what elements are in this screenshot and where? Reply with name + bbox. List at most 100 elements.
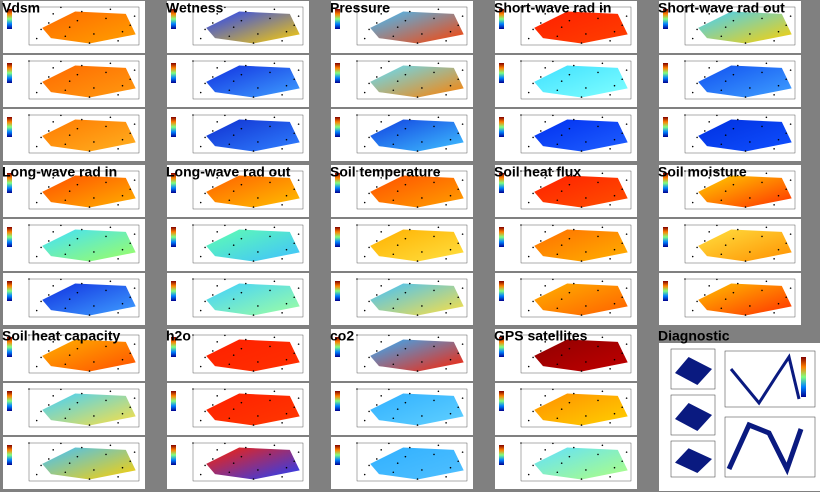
station	[409, 282, 411, 285]
panel-title: Pressure	[330, 0, 390, 16]
station	[285, 84, 288, 87]
map-area	[534, 447, 628, 480]
station	[204, 136, 206, 139]
map-area	[698, 119, 792, 152]
station	[724, 134, 727, 136]
station	[40, 410, 42, 413]
station	[216, 341, 218, 343]
station	[433, 17, 435, 20]
axes-box	[28, 170, 140, 210]
station	[40, 28, 42, 31]
station	[129, 460, 131, 463]
station	[88, 370, 91, 372]
station	[433, 345, 435, 348]
station	[573, 446, 575, 449]
station	[396, 298, 399, 300]
station	[363, 145, 366, 148]
station	[392, 199, 395, 202]
station	[720, 35, 723, 38]
panel: GPS satellites	[494, 328, 637, 489]
station	[737, 118, 739, 121]
station	[88, 424, 91, 426]
station	[585, 251, 587, 253]
station	[585, 33, 587, 35]
station	[433, 399, 435, 402]
station	[785, 296, 787, 299]
colorbar	[335, 173, 340, 193]
panel: Long-wave rad in	[2, 164, 145, 325]
station	[396, 26, 399, 28]
station	[437, 444, 440, 447]
station	[704, 76, 706, 78]
map-area	[42, 447, 136, 480]
station	[81, 446, 83, 449]
station	[789, 69, 792, 71]
station	[532, 300, 534, 303]
map-area	[370, 393, 464, 426]
station	[129, 352, 131, 355]
axes-box	[192, 170, 304, 210]
station	[228, 89, 231, 92]
axes-box	[356, 114, 468, 154]
station	[691, 255, 694, 258]
station	[380, 231, 383, 233]
axes-box	[192, 114, 304, 154]
axes-box	[684, 170, 796, 210]
station	[449, 248, 452, 251]
station	[105, 181, 107, 184]
station	[609, 476, 611, 478]
station	[380, 67, 383, 69]
station	[457, 296, 460, 299]
station	[597, 125, 599, 128]
station	[76, 237, 79, 240]
map-area	[42, 393, 136, 426]
station	[396, 462, 399, 464]
station	[257, 251, 259, 253]
station	[105, 125, 107, 128]
station	[613, 30, 616, 33]
station	[789, 233, 792, 235]
station	[560, 80, 563, 82]
station	[691, 145, 694, 148]
map-area	[370, 65, 464, 98]
station	[597, 181, 599, 184]
station	[585, 197, 587, 199]
station	[457, 352, 460, 355]
station	[293, 406, 296, 409]
station	[573, 64, 575, 67]
station	[392, 471, 395, 474]
panel: Vdsm	[2, 0, 145, 161]
map-area	[206, 283, 300, 316]
station	[433, 289, 435, 292]
station	[785, 188, 787, 191]
station	[532, 246, 534, 249]
station	[613, 412, 616, 415]
station	[204, 410, 206, 413]
station	[129, 296, 131, 299]
station	[409, 64, 411, 67]
station	[437, 336, 440, 339]
station	[789, 123, 792, 125]
station	[573, 118, 575, 121]
station	[269, 125, 271, 128]
station	[404, 237, 407, 240]
station	[81, 10, 83, 13]
station	[199, 365, 202, 368]
panel-title: Diagnostic	[658, 328, 730, 344]
station	[35, 473, 38, 476]
station	[613, 302, 616, 305]
station	[708, 177, 710, 179]
station	[245, 392, 247, 395]
station	[568, 455, 571, 458]
map-area	[206, 339, 300, 372]
station	[621, 296, 623, 299]
station	[199, 91, 202, 94]
station	[40, 82, 42, 85]
station	[461, 451, 464, 453]
colorbar	[663, 117, 668, 137]
station	[449, 358, 452, 361]
station	[199, 473, 202, 476]
colorbar	[171, 117, 176, 137]
map-area	[534, 339, 628, 372]
station	[380, 341, 383, 343]
